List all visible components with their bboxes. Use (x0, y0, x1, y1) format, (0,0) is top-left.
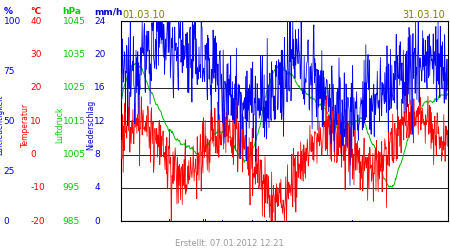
Text: 100: 100 (4, 17, 21, 26)
Text: Erstellt: 07.01.2012 12:21: Erstellt: 07.01.2012 12:21 (175, 238, 284, 248)
Text: 985: 985 (63, 217, 80, 226)
Text: 20: 20 (30, 84, 41, 92)
Text: 8: 8 (94, 150, 100, 159)
Text: 1045: 1045 (63, 17, 86, 26)
Bar (222, 220, 223, 221)
Text: 1005: 1005 (63, 150, 86, 159)
Text: 25: 25 (4, 167, 15, 176)
Text: 20: 20 (94, 50, 105, 59)
Bar (205, 220, 206, 221)
Text: -20: -20 (30, 217, 45, 226)
Text: 4: 4 (94, 184, 100, 192)
Text: 40: 40 (30, 17, 41, 26)
Bar (266, 220, 267, 221)
Text: 50: 50 (4, 117, 15, 126)
Text: 995: 995 (63, 184, 80, 192)
Text: Luftfeuchtigkeit: Luftfeuchtigkeit (0, 95, 4, 155)
Text: 24: 24 (94, 17, 105, 26)
Text: -10: -10 (30, 184, 45, 192)
Text: 0: 0 (94, 217, 100, 226)
Bar (203, 219, 204, 221)
Text: Temperatur: Temperatur (22, 103, 31, 147)
Text: 75: 75 (4, 67, 15, 76)
Bar (352, 220, 353, 221)
Text: 01.03.10: 01.03.10 (123, 10, 166, 20)
Text: 1035: 1035 (63, 50, 86, 59)
Text: Niederschlag: Niederschlag (86, 100, 95, 150)
Text: mm/h: mm/h (94, 7, 122, 16)
Text: 16: 16 (94, 84, 106, 92)
Text: Luftdruck: Luftdruck (55, 107, 64, 143)
Text: 12: 12 (94, 117, 105, 126)
Text: 0: 0 (30, 150, 36, 159)
Text: %: % (4, 7, 13, 16)
Text: °C: °C (30, 7, 41, 16)
Text: 30: 30 (30, 50, 42, 59)
Text: 10: 10 (30, 117, 42, 126)
Text: 1025: 1025 (63, 84, 86, 92)
Text: 0: 0 (4, 217, 9, 226)
Bar (169, 219, 170, 221)
Text: 1015: 1015 (63, 117, 86, 126)
Text: 31.03.10: 31.03.10 (403, 10, 446, 20)
Text: hPa: hPa (63, 7, 82, 16)
